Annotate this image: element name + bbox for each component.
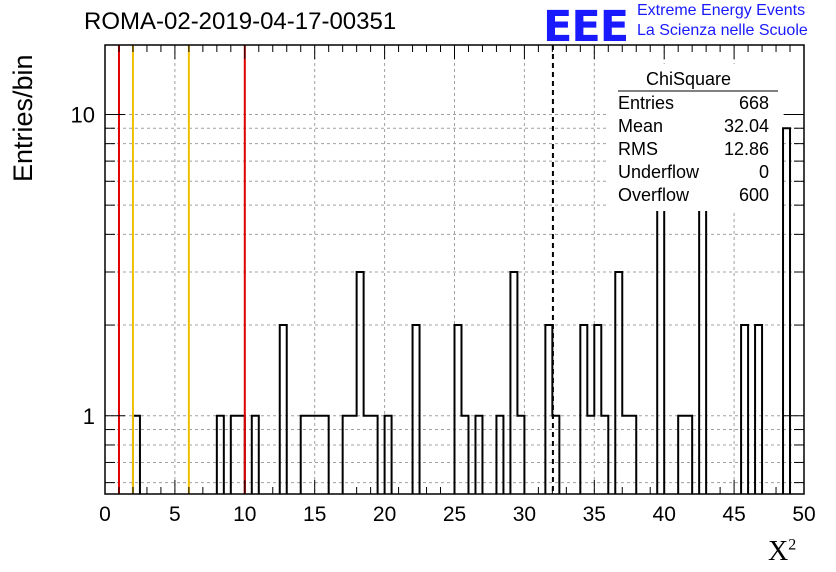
x-tick-label: 30 bbox=[513, 503, 536, 526]
x-tick-label: 50 bbox=[792, 503, 815, 526]
org-name-line2: La Scienza nelle Scuole bbox=[637, 22, 808, 39]
histogram-bin bbox=[580, 325, 587, 494]
stats-label-overflow: Overflow bbox=[618, 185, 690, 205]
stats-label-underflow: Underflow bbox=[618, 162, 700, 182]
histogram-bin bbox=[343, 416, 350, 494]
stats-value-entries: 668 bbox=[738, 93, 769, 113]
stats-value-overflow: 600 bbox=[738, 185, 769, 205]
x-tick-label: 10 bbox=[233, 503, 256, 526]
x-axis-label-superscript: 2 bbox=[788, 536, 797, 554]
histogram-bin bbox=[301, 416, 308, 494]
stats-label-entries: Entries bbox=[618, 93, 675, 113]
stats-label-mean: Mean bbox=[618, 116, 664, 136]
histogram-bin bbox=[364, 416, 371, 494]
x-axis-label-base: X bbox=[768, 536, 789, 567]
histogram-bin bbox=[594, 325, 601, 494]
x-tick-label: 5 bbox=[169, 503, 181, 526]
histogram-bin bbox=[252, 416, 259, 494]
stats-box-title: ChiSquare bbox=[646, 69, 732, 89]
histogram-bin bbox=[455, 325, 462, 494]
x-axis-label: X2 bbox=[768, 536, 796, 568]
histogram-bin bbox=[615, 272, 622, 494]
x-tick-label: 40 bbox=[653, 503, 676, 526]
histogram-bin bbox=[308, 416, 315, 494]
y-tick-label: 10 bbox=[71, 102, 95, 127]
eee-logo: EEE bbox=[543, 2, 629, 52]
histogram-bin bbox=[217, 416, 224, 494]
histogram-bin bbox=[601, 416, 608, 494]
histogram-bin bbox=[629, 416, 636, 494]
histogram-bin bbox=[657, 205, 664, 494]
histogram-bin bbox=[699, 161, 706, 494]
histogram-bin bbox=[385, 416, 392, 494]
x-tick-label: 45 bbox=[722, 503, 745, 526]
x-tick-label: 15 bbox=[303, 503, 326, 526]
histogram-bin bbox=[496, 416, 503, 494]
histogram-bin bbox=[461, 416, 468, 494]
histogram-bin bbox=[741, 325, 748, 494]
histogram-bin bbox=[510, 272, 517, 494]
x-tick-label: 20 bbox=[373, 503, 396, 526]
histogram-bin bbox=[315, 416, 322, 494]
histogram-bin bbox=[475, 416, 482, 494]
histogram-bin bbox=[783, 128, 790, 494]
stats-value-mean: 32.04 bbox=[723, 116, 769, 136]
histogram-bin bbox=[587, 416, 594, 494]
y-tick-label: 1 bbox=[83, 404, 95, 429]
stats-label-rms: RMS bbox=[618, 139, 658, 159]
histogram-bin bbox=[231, 416, 238, 494]
histogram-bin bbox=[755, 325, 762, 494]
histogram-bin bbox=[322, 416, 329, 494]
stats-value-rms: 12.86 bbox=[723, 139, 769, 159]
org-name-line1: Extreme Energy Events bbox=[637, 2, 806, 19]
stats-box bbox=[609, 64, 781, 211]
histogram-bin bbox=[280, 325, 287, 494]
histogram-bin bbox=[545, 325, 552, 494]
histogram-bin bbox=[371, 416, 378, 494]
histogram-bin bbox=[685, 416, 692, 494]
x-tick-label: 0 bbox=[99, 503, 111, 526]
stats-value-underflow: 0 bbox=[758, 162, 769, 182]
histogram-bin bbox=[678, 416, 685, 494]
histogram-bin bbox=[357, 272, 364, 494]
histogram-bin bbox=[350, 416, 357, 494]
histogram-bin bbox=[133, 416, 140, 494]
histogram-bin bbox=[238, 416, 245, 494]
x-tick-label: 35 bbox=[583, 503, 606, 526]
plot-title: ROMA-02-2019-04-17-00351 bbox=[84, 8, 397, 35]
x-tick-label: 25 bbox=[443, 503, 466, 526]
histogram-bin bbox=[413, 325, 420, 494]
histogram-bin bbox=[622, 416, 629, 494]
histogram-outline bbox=[131, 127, 792, 494]
histogram-bin bbox=[517, 416, 524, 494]
